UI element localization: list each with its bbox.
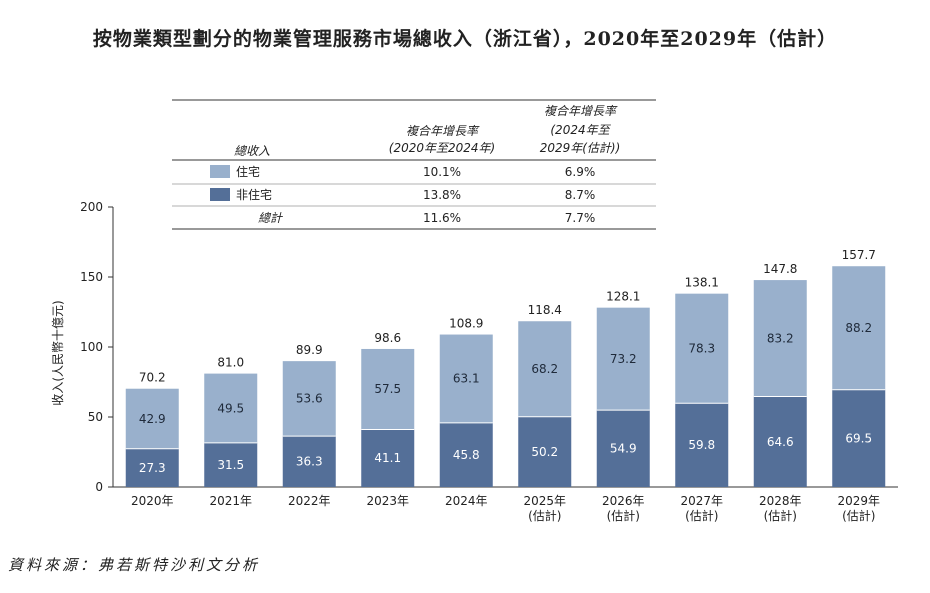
data-label-total: 89.9: [296, 343, 323, 357]
y-tick-label: 0: [95, 480, 103, 494]
bar-non-residential: [125, 448, 179, 487]
data-label-total: 157.7: [842, 248, 876, 262]
y-tick-label: 50: [88, 410, 103, 424]
x-tick-label: 2024年: [445, 494, 488, 508]
cagr-table: 總收入 複合年增長率 (2020年至2024年) 複合年增長率 (2024年至 2029年…: [172, 99, 656, 230]
x-tick-label: (估計): [685, 508, 718, 523]
data-label-residential: 42.9: [139, 412, 166, 426]
x-tick-label: 2028年: [759, 494, 802, 508]
data-label-non-residential: 41.1: [374, 451, 401, 465]
bar-residential: [361, 348, 415, 430]
table-cagr-2020-2024: 13.8%: [423, 188, 461, 202]
legend-swatch-non_residential: [210, 188, 230, 201]
table-cagr-2024-2029: 6.9%: [565, 165, 596, 179]
data-label-non-residential: 27.3: [139, 461, 166, 475]
data-label-non-residential: 59.8: [688, 438, 715, 452]
bar-residential: [518, 321, 572, 417]
data-label-non-residential: 69.5: [845, 431, 872, 445]
data-label-residential: 73.2: [610, 352, 637, 366]
table-cagr-2024-2029: 8.7%: [565, 188, 596, 202]
table-col2-header: 2029年(估計)): [540, 141, 621, 155]
y-tick-label: 200: [80, 200, 103, 214]
data-label-non-residential: 50.2: [531, 445, 558, 459]
bar-non-residential: [282, 436, 336, 487]
y-tick-label: 100: [80, 340, 103, 354]
x-tick-label: (估計): [842, 508, 875, 523]
bar-residential: [753, 280, 807, 397]
table-row-header: 總收入: [234, 144, 270, 158]
legend-label: 住宅: [236, 164, 260, 179]
data-label-total: 108.9: [449, 317, 483, 331]
y-axis-title: 收入(人民幣十億元): [51, 300, 65, 405]
table-cagr-2024-2029: 7.7%: [565, 211, 596, 225]
chart-labels: 27.3 42.9 70.2 2020年 31.5 49.5 81.0 2021年 36.3 53…: [131, 248, 880, 523]
data-label-residential: 88.2: [845, 321, 872, 335]
table-col1-header: 複合年增長率: [406, 124, 480, 138]
data-label-residential: 57.5: [374, 382, 401, 396]
x-tick-label: (估計): [528, 508, 561, 523]
data-label-total: 98.6: [374, 331, 401, 345]
table-cagr-2020-2024: 10.1%: [423, 165, 461, 179]
x-tick-label: 2023年: [366, 494, 409, 508]
data-label-residential: 83.2: [767, 331, 794, 345]
table-col1-header: (2020年至2024年): [389, 141, 495, 155]
x-tick-label: (估計): [764, 508, 797, 523]
bar-residential: [675, 293, 729, 404]
table-total-label: 總計: [258, 211, 283, 225]
bar-non-residential: [832, 389, 886, 487]
chart-bars: [125, 266, 886, 487]
x-tick-label: 2020年: [131, 494, 174, 508]
data-label-residential: 53.6: [296, 392, 323, 406]
data-label-non-residential: 31.5: [217, 458, 244, 472]
data-label-non-residential: 36.3: [296, 455, 323, 469]
data-label-residential: 78.3: [688, 341, 715, 355]
bar-non-residential: [596, 410, 650, 487]
bar-residential: [596, 307, 650, 411]
legend-label: 非住宅: [236, 187, 272, 202]
source-note: 資料來源：弗若斯特沙利文分析: [8, 556, 261, 574]
data-label-total: 70.2: [139, 371, 166, 385]
data-label-total: 81.0: [217, 356, 244, 370]
data-label-non-residential: 54.9: [610, 442, 637, 456]
table-col2-header: 複合年增長率: [544, 104, 618, 118]
x-tick-label: 2029年: [837, 494, 880, 508]
data-label-non-residential: 64.6: [767, 435, 794, 449]
bar-non-residential: [675, 403, 729, 487]
table-cagr-2020-2024: 11.6%: [423, 211, 461, 225]
bar-residential: [125, 388, 179, 449]
table-col2-header: (2024年至: [550, 123, 611, 137]
x-tick-label: 2027年: [680, 494, 723, 508]
x-tick-label: 2021年: [209, 494, 252, 508]
bar-non-residential: [361, 429, 415, 487]
data-label-total: 118.4: [528, 303, 562, 317]
data-label-total: 147.8: [763, 262, 797, 276]
bar-residential: [832, 266, 886, 390]
y-tick-label: 150: [80, 270, 103, 284]
data-label-non-residential: 45.8: [453, 448, 480, 462]
bar-residential: [204, 373, 258, 443]
chart-title: 按物業類型劃分的物業管理服務市場總收入（浙江省），2020年至2029年（估計）: [92, 28, 838, 50]
x-tick-label: 2026年: [602, 494, 645, 508]
x-tick-label: 2022年: [288, 494, 331, 508]
bar-non-residential: [518, 416, 572, 487]
bar-residential: [439, 334, 493, 423]
bar-non-residential: [204, 442, 258, 487]
data-label-residential: 68.2: [531, 362, 558, 376]
x-tick-label: (估計): [607, 508, 640, 523]
data-label-residential: 63.1: [453, 372, 480, 386]
data-label-residential: 49.5: [217, 401, 244, 415]
x-tick-label: 2025年: [523, 494, 566, 508]
bar-non-residential: [439, 422, 493, 487]
data-label-total: 138.1: [685, 276, 719, 290]
bar-residential: [282, 361, 336, 437]
data-label-total: 128.1: [606, 290, 640, 304]
bar-non-residential: [753, 396, 807, 487]
legend-swatch-residential: [210, 165, 230, 178]
